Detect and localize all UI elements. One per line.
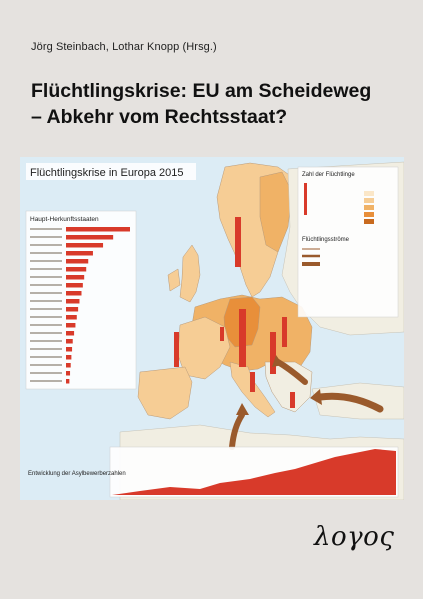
flow-arrow-mediterranean: [229, 412, 245, 450]
arrowhead-balkan: [272, 355, 283, 367]
origin-bar: [66, 259, 89, 264]
map-ireland: [167, 268, 181, 292]
origin-label-placeholder: [30, 380, 62, 382]
origin-bar: [66, 275, 85, 280]
bar-hungary: [270, 332, 276, 374]
origin-label-placeholder: [30, 332, 62, 334]
origin-bars: [30, 227, 130, 384]
origin-bar: [66, 307, 79, 312]
origin-bar: [66, 331, 75, 336]
origin-label-placeholder: [30, 300, 62, 302]
origin-bar: [66, 379, 70, 384]
origin-label-placeholder: [30, 356, 62, 358]
origin-label-placeholder: [30, 252, 62, 254]
origin-bar: [66, 371, 71, 376]
origin-label-placeholder: [30, 276, 62, 278]
origin-bar: [66, 251, 93, 256]
origin-bar: [66, 235, 114, 240]
refugee-crisis-map: Flüchtlingskrise in Europa 2015 Haupt-He…: [20, 157, 404, 500]
origin-bar: [66, 315, 77, 320]
origin-label-placeholder: [30, 236, 62, 238]
bar-austria: [282, 317, 287, 347]
legend-flows-title: Flüchtlingsströme: [302, 237, 350, 243]
legend-panel: [297, 166, 399, 318]
bar-italy: [250, 372, 255, 392]
timeline-area: [112, 449, 396, 495]
origin-label-placeholder: [30, 324, 62, 326]
arrowhead-mediterranean: [236, 403, 249, 415]
origin-bar: [66, 227, 130, 232]
origin-bar: [66, 339, 73, 344]
bar-france: [174, 332, 179, 367]
flow-arrow-heads: [236, 355, 322, 415]
map-france: [177, 316, 231, 380]
arrowhead-east: [310, 389, 322, 405]
origin-bar: [66, 291, 82, 296]
title-line-1: Flüchtlingskrise: EU am Scheideweg: [31, 80, 372, 102]
origin-label-placeholder: [30, 316, 62, 318]
origin-label-placeholder: [30, 228, 62, 230]
map-iberia: [137, 366, 193, 420]
bar-germany: [239, 309, 246, 367]
map-title: Flüchtlingskrise in Europa 2015: [30, 167, 183, 179]
origin-panel-title: Haupt-Herkunftsstaaten: [30, 216, 99, 223]
map-finland: [259, 171, 293, 253]
origin-label-placeholder: [30, 244, 62, 246]
origin-bar: [66, 267, 87, 272]
title-line-2: – Abkehr vom Rechtsstaat?: [31, 106, 288, 128]
origin-label-placeholder: [30, 268, 62, 270]
legend-swatch-3: [364, 205, 374, 210]
timeline-title: Entwicklung der Asylbewerberzahlen: [28, 471, 126, 477]
legend-swatch-1: [364, 191, 374, 196]
map-uk: [179, 244, 201, 303]
bar-netherlands: [220, 327, 224, 341]
legend-count-title: Zahl der Flüchtlinge: [302, 172, 355, 178]
bar-greece: [290, 392, 295, 408]
bar-sweden: [235, 217, 241, 267]
legend-flow-lines: [302, 248, 320, 266]
origin-bar: [66, 347, 73, 352]
origin-bar: [66, 323, 76, 328]
origin-label-placeholder: [30, 372, 62, 374]
origin-label-placeholder: [30, 308, 62, 310]
country-bars: [174, 217, 295, 408]
origin-label-placeholder: [30, 260, 62, 262]
legend-swatch-2: [364, 198, 374, 203]
origin-label-placeholder: [30, 284, 62, 286]
origin-label-placeholder: [30, 364, 62, 366]
origin-label-placeholder: [30, 348, 62, 350]
origin-bar: [66, 243, 104, 248]
origin-bar: [66, 363, 71, 368]
flow-arrow-east: [316, 392, 384, 413]
legend-swatch-4: [364, 212, 374, 217]
origin-bar: [66, 299, 80, 304]
authors-line: Jörg Steinbach, Lothar Knopp (Hrsg.): [31, 41, 217, 53]
origin-label-placeholder: [30, 292, 62, 294]
origin-label-placeholder: [30, 340, 62, 342]
origin-bar: [66, 283, 83, 288]
map-title-bg: [26, 163, 196, 180]
book-title: Flüchtlingskrise: EU am Scheideweg – Abk…: [31, 78, 371, 130]
legend-bar-sample: [304, 183, 307, 215]
origin-bar: [66, 355, 72, 360]
legend-swatches: [304, 183, 374, 224]
publisher-logo: λογος: [314, 522, 395, 552]
legend-swatch-5: [364, 219, 374, 224]
